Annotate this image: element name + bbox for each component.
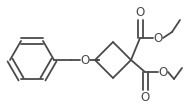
Text: O: O	[80, 54, 90, 66]
Text: O: O	[140, 91, 150, 104]
Text: O: O	[153, 31, 163, 45]
Text: O: O	[135, 6, 145, 19]
Text: O: O	[158, 65, 168, 79]
